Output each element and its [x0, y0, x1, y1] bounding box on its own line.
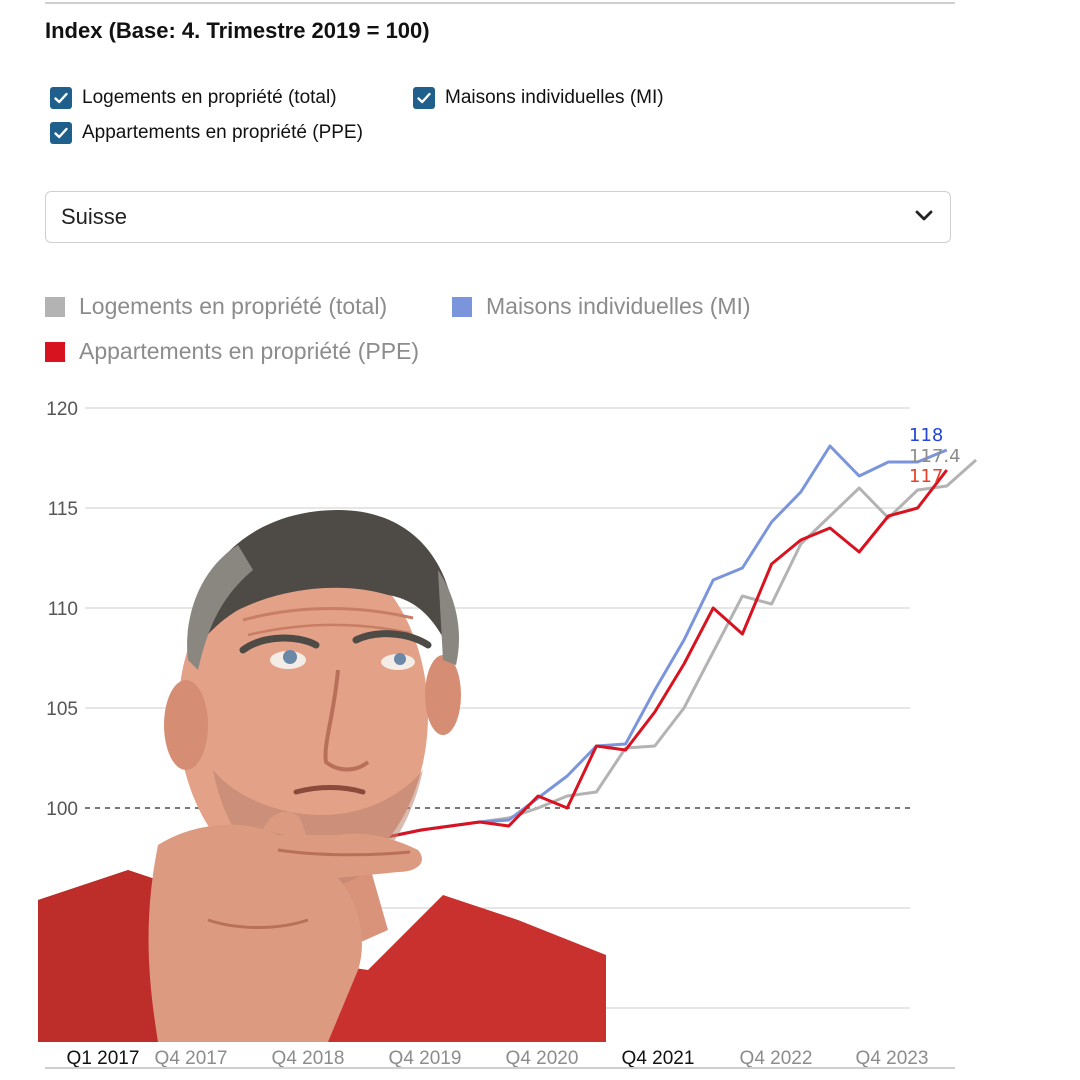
x-tick-label: Q4 2021 — [622, 1048, 695, 1069]
y-axis-ticks: 100 105 110 115 120 — [46, 399, 78, 820]
legend-label-total: Logements en propriété (total) — [79, 293, 388, 319]
x-tick-label: Q4 2017 — [155, 1048, 228, 1069]
y-tick-label: 100 — [46, 799, 78, 820]
series-end-label-total: 117.4 — [909, 446, 961, 467]
filter-total-label: Logements en propriété (total) — [82, 87, 337, 108]
legend-label-mi: Maisons individuelles (MI) — [486, 293, 751, 319]
x-tick-label: Q1 2017 — [67, 1048, 140, 1069]
checkbox-checked-icon[interactable] — [50, 87, 72, 109]
filter-mi-checkbox[interactable]: Maisons individuelles (MI) — [413, 87, 664, 109]
region-select[interactable]: Suisse — [45, 191, 951, 243]
region-select-value: Suisse — [61, 204, 128, 229]
filter-total-checkbox[interactable]: Logements en propriété (total) — [50, 87, 337, 109]
chevron-down-icon[interactable] — [913, 204, 935, 231]
x-tick-label: Q4 2022 — [740, 1048, 813, 1069]
bottom-divider — [45, 1067, 955, 1069]
checkbox-checked-icon[interactable] — [413, 87, 435, 109]
checkbox-checked-icon[interactable] — [50, 122, 72, 144]
y-tick-label: 120 — [46, 399, 78, 420]
top-divider — [45, 2, 955, 4]
filter-ppe-label: Appartements en propriété (PPE) — [82, 122, 363, 143]
y-tick-label: 115 — [48, 499, 78, 520]
x-axis-ticks: Q1 2017 Q4 2017 Q4 2018 Q4 2019 Q4 2020 Q4 20… — [67, 1048, 929, 1069]
legend-item-mi[interactable]: Maisons individuelles (MI) — [452, 293, 751, 320]
legend-swatch-ppe — [45, 341, 65, 362]
legend-swatch-mi — [452, 296, 472, 317]
legend-item-total[interactable]: Logements en propriété (total) — [45, 293, 387, 320]
series-end-label-ppe: 117 — [909, 466, 943, 487]
y-tick-label: 110 — [48, 599, 78, 620]
filter-mi-label: Maisons individuelles (MI) — [445, 87, 664, 108]
legend-swatch-total — [45, 296, 65, 317]
legend-item-ppe[interactable]: Appartements en propriété (PPE) — [45, 338, 419, 365]
x-tick-label: Q4 2019 — [389, 1048, 462, 1069]
y-tick-label: 105 — [46, 699, 78, 720]
legend-label-ppe: Appartements en propriété (PPE) — [79, 338, 420, 364]
x-tick-label: Q4 2020 — [506, 1048, 579, 1069]
x-tick-label: Q4 2023 — [856, 1048, 929, 1069]
filter-ppe-checkbox[interactable]: Appartements en propriété (PPE) — [50, 122, 363, 144]
series-end-label-mi: 118 — [909, 425, 943, 446]
man-thinking-photo — [38, 500, 606, 1042]
x-tick-label: Q4 2018 — [272, 1048, 345, 1069]
chart-header-title: Index (Base: 4. Trimestre 2019 = 100) — [45, 18, 430, 43]
